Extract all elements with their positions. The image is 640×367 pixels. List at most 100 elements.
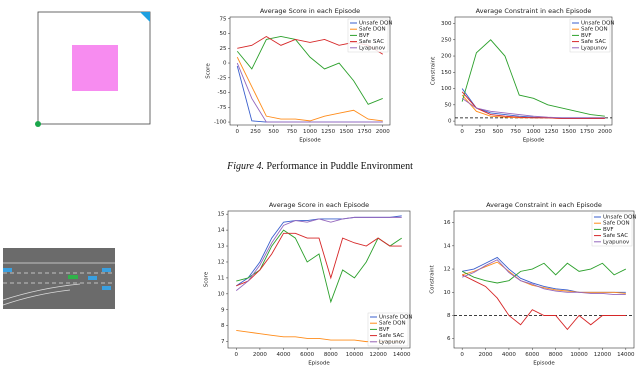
legend-label: BVF [359,33,370,39]
series-line [461,39,605,117]
y-tick-label: 7 [221,339,225,345]
legend-label: Safe SAC [581,39,606,45]
x-tick-label: 0 [460,352,464,358]
x-tick-label: 1500 [339,129,353,135]
x-tick-label: 14000 [393,352,411,358]
y-tick-label: 0 [448,119,452,125]
series-line [461,262,627,284]
y-tick-label: 50 [445,102,452,108]
y-tick-label: 15 [218,212,225,218]
car [102,268,111,272]
x-tick-label: 1750 [358,129,372,135]
legend-label: BVF [581,33,592,39]
car [88,276,97,280]
x-tick-label: 750 [510,129,521,135]
series-line [236,36,383,105]
y-tick-label: -25 [218,75,227,81]
y-tick-label: 14 [218,228,225,234]
series-line [461,274,626,331]
goal [140,12,150,22]
legend-label: Safe DQN [603,221,630,227]
x-tick-label: 250 [475,129,486,135]
legend-label: Lyapunov [581,45,608,51]
x-tick-label: 0 [460,129,464,135]
y-tick-label: 250 [441,37,452,43]
y-tick-label: 10 [444,290,451,296]
x-tick-label: 12000 [369,352,387,358]
y-tick-label: 12 [444,267,451,273]
y-tick-label: 14 [444,243,451,249]
x-tick-label: 1250 [544,129,558,135]
y-tick-label: 16 [444,220,451,226]
series-line [461,97,605,119]
x-tick-label: 1000 [303,129,317,135]
chart-title: Average Constraint in each Episode [486,201,602,209]
legend-label: BVF [603,227,614,233]
x-tick-label: 6000 [525,352,539,358]
highway-environment [2,248,115,309]
y-tick-label: 200 [441,54,452,60]
series-line [236,62,383,123]
x-tick-label: 1250 [321,129,335,135]
y-tick-label: 150 [441,70,452,76]
x-tick-label: 0 [235,352,239,358]
legend-label: Unsafe DQN [603,215,637,221]
series-line [236,232,402,287]
x-tick-label: 10000 [346,352,364,358]
caption-text: Performance in Puddle Environment [267,161,414,172]
y-tick-label: 300 [441,21,452,27]
ego-car [68,275,78,279]
y-axis-label: Score [204,271,210,287]
x-axis-label: Episode [299,138,321,144]
x-tick-label: 10000 [570,352,588,358]
caption: Figure 4. Performance in Puddle Environm… [226,161,413,172]
y-tick-label: -75 [218,105,227,111]
y-tick-label: -100 [214,120,227,126]
y-tick-label: 9 [221,307,225,313]
legend-label: Safe DQN [379,321,406,327]
y-tick-label: 50 [220,31,227,37]
chart-title: Average Score in each Episode [269,201,369,209]
car [102,286,111,290]
chart-title: Average Score in each Episode [260,7,360,15]
legend-label: Safe SAC [603,233,628,239]
x-tick-label: 2000 [479,352,493,358]
series-line [461,91,605,119]
legend-label: Safe DQN [359,27,386,33]
legend-label: BVF [379,327,390,333]
y-tick-label: 100 [441,86,452,92]
x-tick-label: 12000 [594,352,612,358]
x-axis-label: Episode [523,138,545,144]
agent [35,121,41,127]
y-tick-label: 13 [218,244,225,250]
y-tick-label: 12 [218,259,225,265]
y-axis-label: Constraint [430,264,436,293]
x-tick-label: 500 [268,129,279,135]
y-tick-label: 0 [223,61,227,67]
legend-label: Lyapunov [603,239,630,245]
x-tick-label: 4000 [502,352,516,358]
y-tick-label: -50 [218,90,227,96]
x-tick-label: 250 [250,129,261,135]
x-tick-label: 750 [287,129,298,135]
x-tick-label: 2000 [598,129,612,135]
series-line [462,261,626,294]
x-tick-label: 6000 [300,352,314,358]
legend-label: Unsafe DQN [581,21,615,27]
y-tick-label: 8 [447,313,451,319]
car [3,268,12,272]
x-tick-label: 0 [236,129,240,135]
x-tick-label: 8000 [324,352,338,358]
legend-label: Safe SAC [379,333,404,339]
legend-label: Unsafe DQN [379,315,413,321]
ramp [2,283,81,306]
x-tick-label: 1000 [527,129,541,135]
x-tick-label: 1500 [562,129,576,135]
y-tick-label: 75 [220,16,227,22]
caption-label: Figure 4. [226,161,264,172]
x-tick-label: 2000 [376,129,390,135]
y-tick-label: 8 [221,323,225,329]
y-axis-label: Constraint [431,56,437,85]
y-axis-label: Score [206,63,212,79]
